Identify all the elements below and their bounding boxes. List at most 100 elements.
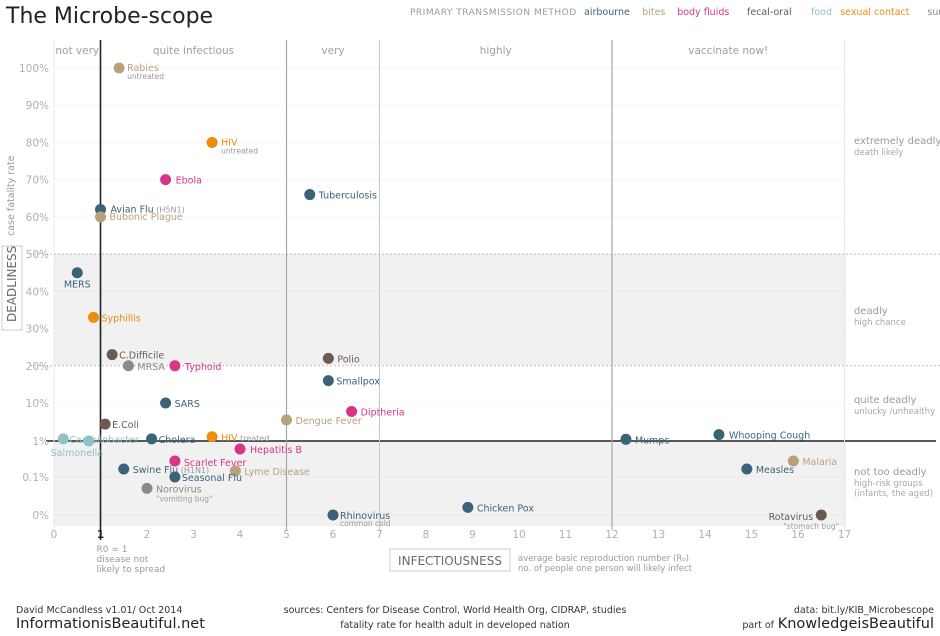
data-point-label: Swine Flu (H1N1) [133, 465, 209, 476]
data-point-sublabel: (H5N1) [154, 205, 185, 214]
data-point [346, 405, 358, 417]
data-point [322, 375, 334, 387]
data-point-group: MRSA [122, 360, 165, 373]
data-point-label: Rotavirus [769, 512, 814, 523]
footer-kib: KnowledgeisBeautiful [778, 616, 934, 632]
data-point [169, 455, 181, 467]
data-point-group: Typhoid [169, 360, 221, 373]
x-tick-label: 2 [144, 529, 151, 541]
data-point [83, 435, 95, 447]
x-tick-label: 6 [330, 529, 337, 541]
data-point-group: E.Coli [99, 418, 139, 431]
y-tick-label: 100% [19, 63, 49, 75]
band-label: vaccinate now! [688, 45, 768, 57]
footer-author: David McCandless v1.01/ Oct 2014 [16, 605, 182, 616]
data-point [206, 431, 218, 443]
data-point-label: Smallpox [336, 377, 380, 388]
y-tick-label: 50% [26, 249, 49, 261]
data-point [322, 352, 334, 364]
data-point [229, 465, 241, 477]
data-point-label: Avian Flu (H5N1) [111, 204, 185, 215]
data-point-group: Dengue Fever [281, 414, 362, 427]
data-point-label: Rhinovirus [340, 511, 390, 522]
data-point [169, 360, 181, 372]
data-point-group: Syphillis [88, 311, 141, 324]
data-point-group: Campilobacter [57, 433, 139, 446]
x-axis-label: INFECTIOUSNESS [398, 554, 502, 568]
data-point [99, 418, 111, 430]
data-point-label: Malaria [802, 457, 837, 468]
y-ticks: 0% 0.1% 1% 10% 20% 30% 40% 50% 60% 70% 80% 90% 100% [19, 63, 49, 522]
data-point-label: Whooping Cough [729, 431, 810, 442]
data-point [462, 501, 474, 513]
y-tick-label: 0.1% [22, 472, 49, 484]
y-tick-label: 20% [26, 361, 49, 373]
data-point-label: MRSA [137, 362, 165, 373]
data-point-group: Seasonal Flu [169, 471, 242, 484]
legend-item: airbourne [584, 7, 630, 18]
data-point-label: Polio [337, 354, 359, 365]
right-label-title: quite deadly [854, 395, 916, 406]
data-point-group: Cholera [146, 433, 195, 446]
data-point-label: Lyme Disease [244, 467, 310, 478]
right-label-title: not too deadly [854, 467, 927, 478]
footer-data-link: data: bit.ly/KIB_Microbescope [794, 605, 934, 616]
right-label-sub: death likely [854, 148, 903, 158]
data-point [304, 189, 316, 201]
deadly-band [54, 254, 846, 365]
legend-item: surfaces [927, 7, 940, 18]
band-labels: not very quite infectious very highly vaccin… [55, 45, 768, 57]
band-label: highly [480, 45, 512, 57]
band-label: very [321, 45, 344, 57]
legend-item: fecal-oral [747, 7, 792, 18]
data-point-label: Salmonella [51, 448, 104, 459]
x-tick-label: 10 [512, 529, 525, 541]
grid [30, 40, 940, 540]
data-point-group: Malaria [787, 455, 837, 468]
data-point [787, 455, 799, 467]
data-point-group: Bubonic Plague [95, 211, 183, 223]
legend: PRIMARY TRANSMISSION METHOD airbourne bit… [410, 7, 940, 18]
y-tick-label: 70% [26, 175, 49, 187]
data-point-label: Bubonic Plague [110, 212, 184, 223]
data-point [206, 136, 218, 148]
r0-note-line: R0 = 1 [97, 545, 128, 555]
r0-note-line: likely to spread [97, 565, 166, 575]
data-point [327, 509, 339, 521]
data-point [169, 471, 181, 483]
y-tick-label: 30% [26, 324, 49, 336]
data-point [815, 509, 827, 521]
footer: David McCandless v1.01/ Oct 2014 Informa… [16, 605, 934, 632]
right-label-title: deadly [854, 306, 888, 317]
data-point-group: Ebola [160, 174, 202, 187]
band-label: not very [55, 45, 99, 57]
data-point-label: Cholera [159, 435, 196, 446]
data-point-sublabel: untreated [127, 72, 164, 81]
data-point-label: Diptheria [361, 407, 405, 418]
data-point-sublabel: treated [238, 434, 270, 443]
data-point-group: Measles [741, 463, 794, 476]
footer-site: InformationisBeautiful.net [16, 616, 205, 632]
y-tick-label: 80% [26, 137, 49, 149]
data-point-sublabel: untreated [221, 146, 258, 155]
y-axis-subtitle: case fatality rate [6, 155, 17, 236]
data-point-label: Dengue Fever [296, 416, 362, 427]
x-tick-label: 11 [559, 529, 572, 541]
data-point-group: Swine Flu (H1N1) [118, 463, 209, 476]
data-point-label: SARS [175, 399, 200, 410]
r0-note-line: disease not [97, 555, 149, 565]
data-point [88, 311, 100, 323]
data-point-group: Norovirus"vomiting bug" [141, 482, 213, 503]
right-label-sub2: (infants, the aged) [854, 489, 933, 499]
data-point [160, 397, 172, 409]
data-point-label: Hepatitis B [250, 445, 302, 456]
data-point-group: Chicken Pox [462, 501, 534, 514]
legend-item: sexual contact [840, 7, 910, 18]
footer-note: fatality rate for health adult in develo… [340, 620, 570, 631]
data-point-group: Smallpox [322, 375, 380, 388]
data-point [620, 433, 632, 445]
data-point [113, 62, 125, 74]
